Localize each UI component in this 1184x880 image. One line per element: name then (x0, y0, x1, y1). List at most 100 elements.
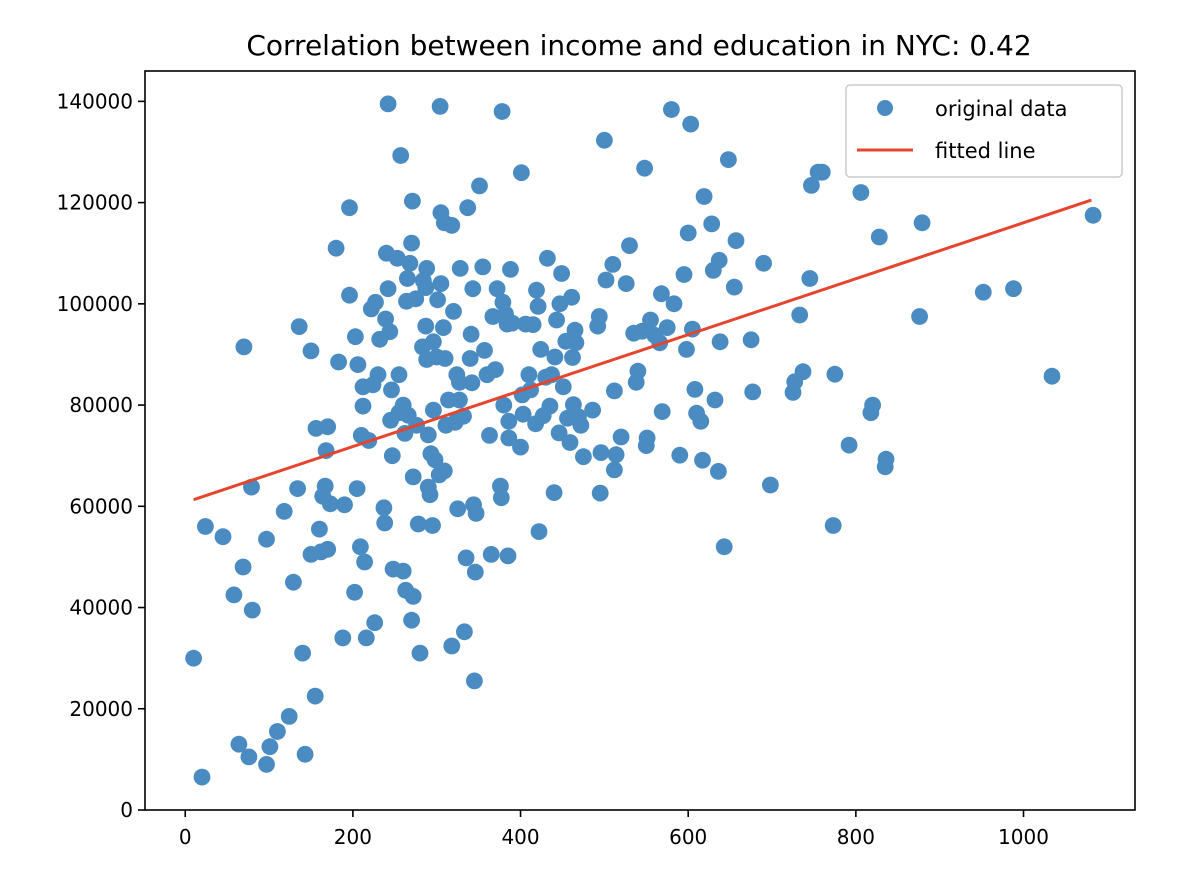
data-point-97 (421, 486, 439, 504)
data-point-53 (366, 614, 384, 632)
data-point-197 (592, 444, 610, 461)
data-point-92 (417, 279, 435, 296)
data-point-14 (269, 723, 286, 740)
data-point-43 (349, 356, 367, 373)
data-point-243 (742, 331, 760, 349)
data-point-104 (429, 291, 446, 309)
data-point-87 (409, 515, 427, 533)
data-point-254 (813, 163, 831, 181)
y-tick-label-100000: 100000 (57, 292, 133, 316)
data-point-135 (467, 505, 485, 522)
data-point-188 (566, 321, 584, 339)
data-point-245 (755, 254, 772, 272)
data-point-3 (214, 528, 232, 546)
data-point-265 (913, 214, 931, 232)
data-point-10 (243, 601, 261, 619)
data-point-8 (240, 748, 258, 766)
data-point-162 (520, 366, 538, 384)
data-point-41 (347, 328, 364, 346)
data-point-269 (1084, 206, 1102, 224)
data-point-0 (185, 649, 203, 667)
data-point-236 (710, 463, 727, 480)
data-point-15 (275, 503, 293, 520)
data-point-83 (404, 588, 422, 605)
data-point-91 (417, 317, 435, 335)
data-point-55 (369, 366, 387, 384)
data-point-169 (532, 341, 550, 358)
data-point-61 (379, 95, 397, 113)
data-point-115 (443, 217, 461, 234)
data-point-133 (466, 672, 483, 690)
data-point-129 (462, 325, 480, 343)
plot-frame (144, 70, 1136, 811)
data-point-149 (495, 396, 513, 414)
data-point-154 (500, 412, 518, 430)
data-point-173 (541, 397, 559, 415)
data-point-222 (671, 446, 689, 464)
data-point-146 (492, 489, 510, 507)
data-point-1 (193, 768, 211, 786)
data-point-127 (459, 199, 477, 217)
data-point-233 (703, 215, 721, 233)
data-point-203 (607, 446, 625, 464)
data-point-29 (316, 477, 334, 495)
data-point-205 (617, 275, 635, 292)
y-tick-label-20000: 20000 (69, 697, 133, 721)
data-point-193 (584, 401, 601, 419)
data-point-221 (665, 295, 683, 313)
x-tick-label-0: 0 (179, 825, 192, 849)
data-point-82 (404, 192, 421, 210)
data-point-33 (321, 495, 339, 513)
data-point-136 (471, 177, 488, 195)
data-point-16 (280, 708, 298, 725)
data-point-96 (419, 426, 437, 444)
data-point-153 (500, 429, 518, 447)
data-point-122 (451, 373, 468, 391)
data-point-250 (794, 363, 812, 381)
data-point-44 (352, 538, 369, 556)
data-point-34 (327, 239, 345, 257)
data-point-134 (466, 563, 484, 581)
data-point-57 (375, 499, 393, 517)
data-point-71 (392, 147, 410, 164)
data-point-231 (694, 451, 711, 469)
x-tick-label-600: 600 (669, 825, 707, 849)
data-point-260 (864, 396, 881, 414)
data-point-46 (354, 397, 372, 415)
data-point-35 (330, 353, 347, 371)
data-point-65 (383, 381, 400, 399)
data-point-80 (403, 611, 420, 629)
data-point-6 (234, 558, 252, 576)
data-point-266 (974, 283, 992, 301)
x-tick-label-400: 400 (501, 825, 539, 849)
data-point-176 (546, 348, 564, 366)
y-tick-label-0: 0 (120, 798, 133, 822)
x-axis: 0 200 400 600 800 1000 (179, 810, 1049, 849)
data-point-131 (464, 280, 482, 298)
data-point-142 (484, 308, 502, 325)
data-point-77 (399, 270, 416, 287)
data-point-214 (642, 311, 659, 329)
data-point-226 (682, 115, 700, 133)
data-point-160 (514, 405, 532, 423)
data-point-144 (488, 280, 506, 298)
data-point-111 (435, 462, 453, 480)
data-point-13 (261, 738, 279, 756)
data-point-38 (341, 199, 358, 217)
data-point-68 (388, 249, 406, 267)
data-point-191 (572, 416, 590, 434)
y-axis: 0 20000 40000 60000 80000 100000 120000 140000 (57, 89, 145, 822)
data-point-79 (401, 254, 419, 272)
x-tick-label-800: 800 (837, 825, 875, 849)
data-point-213 (638, 429, 656, 447)
legend-box (845, 84, 1123, 178)
data-point-257 (840, 436, 858, 454)
data-point-239 (715, 538, 733, 556)
data-point-185 (563, 288, 581, 306)
data-point-209 (629, 362, 647, 380)
x-tick-label-1000: 1000 (998, 825, 1049, 849)
data-point-31 (319, 540, 337, 558)
data-point-138 (476, 342, 493, 359)
data-point-189 (567, 334, 585, 352)
